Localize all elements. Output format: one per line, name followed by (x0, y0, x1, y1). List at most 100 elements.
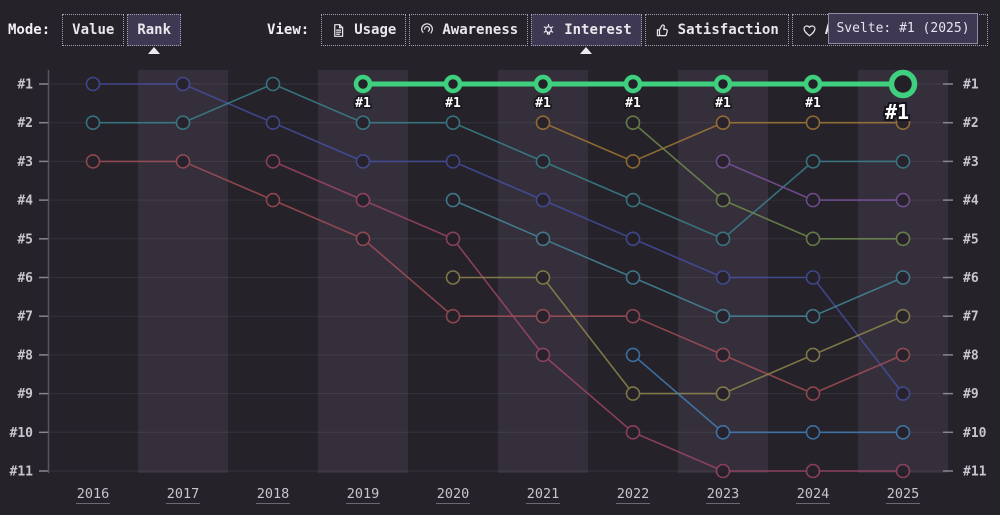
data-point-svelte-2024[interactable] (803, 74, 823, 94)
data-point-teal-2024[interactable] (805, 154, 821, 169)
data-point-red-2020[interactable] (445, 308, 461, 324)
series-line-sage[interactable] (632, 122, 903, 240)
data-point-indigo-2018[interactable] (265, 115, 281, 131)
data-point-sage-2024[interactable] (805, 231, 821, 247)
series-sage[interactable] (625, 115, 911, 247)
data-point-teal2-2021[interactable] (535, 231, 551, 247)
series-line-blue2[interactable] (632, 354, 903, 434)
data-point-pink-2021[interactable] (535, 347, 551, 363)
data-point-sage-2023[interactable] (715, 192, 731, 208)
year-label-2019[interactable]: 2019 (347, 486, 380, 502)
data-point-blue2-2024[interactable] (805, 424, 821, 440)
data-point-indigo-2024[interactable] (805, 270, 821, 285)
year-label-2023[interactable]: 2023 (707, 486, 740, 502)
rank-chart[interactable]: #1 #1 #2 #2 #3 #3 #4 #4 #5 #5 #6 #6 #7 #7 #8 #8 #9 #9 #10 #… (0, 60, 1000, 515)
data-point-pink-2023[interactable] (715, 463, 731, 479)
data-point-orange-2025[interactable] (895, 115, 911, 131)
data-point-olive-2025[interactable] (895, 308, 911, 324)
data-point-teal2-2023[interactable] (715, 308, 731, 324)
data-point-red-2022[interactable] (625, 308, 641, 324)
data-point-blue2-2023[interactable] (715, 424, 731, 440)
data-point-indigo-2021[interactable] (535, 192, 551, 208)
year-label-2021[interactable]: 2021 (527, 486, 560, 502)
data-point-red-2025[interactable] (895, 347, 911, 363)
year-label-2022[interactable]: 2022 (617, 486, 650, 502)
series-line-pink[interactable] (272, 160, 903, 472)
series-purple[interactable] (715, 154, 911, 208)
data-point-pink-2024[interactable] (805, 463, 821, 479)
data-point-olive-2022[interactable] (625, 386, 641, 401)
data-point-teal2-2025[interactable] (895, 270, 911, 285)
data-point-sage-2022[interactable] (625, 115, 641, 131)
year-label-2024[interactable]: 2024 (797, 486, 830, 502)
data-point-teal2-2022[interactable] (625, 270, 641, 285)
data-point-teal-2025[interactable] (895, 154, 911, 169)
data-point-teal-2020[interactable] (445, 115, 461, 131)
data-point-svelte-2019[interactable] (353, 74, 373, 94)
data-point-indigo-2016[interactable] (85, 76, 101, 92)
data-point-svelte-2021[interactable] (533, 74, 553, 94)
view-button-interest[interactable]: Interest (531, 14, 642, 46)
mode-button-rank[interactable]: Rank (127, 14, 182, 46)
series-line-teal2[interactable] (452, 199, 904, 318)
data-point-teal2-2020[interactable] (445, 192, 461, 208)
data-point-svelte-2025[interactable] (888, 69, 918, 99)
series-pink[interactable] (265, 154, 911, 479)
mode-button-value[interactable]: Value (62, 14, 125, 46)
data-point-orange-2023[interactable] (715, 115, 731, 131)
data-point-teal-2016[interactable] (85, 115, 101, 131)
year-label-2018[interactable]: 2018 (257, 486, 290, 502)
data-point-svelte-2023[interactable] (713, 74, 733, 94)
data-point-indigo-2019[interactable] (355, 154, 371, 169)
data-point-red-2017[interactable] (175, 154, 191, 169)
data-point-pink-2020[interactable] (445, 231, 461, 247)
data-point-teal-2022[interactable] (625, 192, 641, 208)
series-red[interactable] (85, 154, 911, 401)
series-teal[interactable] (85, 76, 911, 247)
data-point-orange-2024[interactable] (805, 115, 821, 131)
data-point-orange-2022[interactable] (625, 154, 641, 169)
view-button-awareness[interactable]: Awareness (409, 14, 529, 46)
data-point-olive-2024[interactable] (805, 347, 821, 363)
data-point-blue2-2022[interactable] (625, 347, 641, 363)
data-point-pink-2025[interactable] (895, 463, 911, 479)
year-label-2025[interactable]: 2025 (887, 486, 920, 502)
data-point-indigo-2017[interactable] (175, 76, 191, 92)
series-svelte[interactable]: #1 #1 #1 #1 #1 #1 #1 (353, 69, 918, 126)
series-line-teal[interactable] (93, 83, 903, 240)
data-point-red-2023[interactable] (715, 347, 731, 363)
data-point-pink-2018[interactable] (265, 154, 281, 169)
rank-chart-svg[interactable]: #1 #1 #2 #2 #3 #3 #4 #4 #5 #5 #6 #6 #7 #7 #8 #8 #9 #9 #10 #… (0, 60, 1000, 515)
data-point-sage-2025[interactable] (895, 231, 911, 247)
series-orange[interactable] (535, 115, 911, 169)
data-point-red-2021[interactable] (535, 308, 551, 324)
data-point-olive-2021[interactable] (535, 270, 551, 285)
data-point-indigo-2025[interactable] (895, 386, 911, 401)
data-point-teal-2018[interactable] (265, 76, 281, 92)
data-point-pink-2022[interactable] (625, 424, 641, 440)
data-point-indigo-2023[interactable] (715, 270, 731, 285)
data-point-indigo-2020[interactable] (445, 154, 461, 169)
data-point-svelte-2020[interactable] (443, 74, 463, 94)
data-point-blue2-2025[interactable] (895, 424, 911, 440)
view-button-usage[interactable]: Usage (321, 14, 407, 46)
view-button-satisfaction[interactable]: Satisfaction (644, 14, 789, 46)
data-point-teal-2019[interactable] (355, 115, 371, 131)
data-point-olive-2020[interactable] (445, 270, 461, 285)
data-point-teal-2017[interactable] (175, 115, 191, 131)
data-point-purple-2023[interactable] (715, 154, 731, 169)
data-point-red-2024[interactable] (805, 386, 821, 401)
data-point-red-2019[interactable] (355, 231, 371, 247)
data-point-orange-2021[interactable] (535, 115, 551, 131)
year-label-2017[interactable]: 2017 (167, 486, 200, 502)
data-point-teal2-2024[interactable] (805, 308, 821, 324)
data-point-teal-2021[interactable] (535, 154, 551, 169)
data-point-teal-2023[interactable] (715, 231, 731, 247)
data-point-purple-2024[interactable] (805, 192, 821, 208)
data-point-indigo-2022[interactable] (625, 231, 641, 247)
data-point-red-2016[interactable] (85, 154, 101, 169)
data-point-olive-2023[interactable] (715, 386, 731, 401)
data-point-red-2018[interactable] (265, 192, 281, 208)
series-blue2[interactable] (625, 347, 911, 440)
data-point-svelte-2022[interactable] (623, 74, 643, 94)
